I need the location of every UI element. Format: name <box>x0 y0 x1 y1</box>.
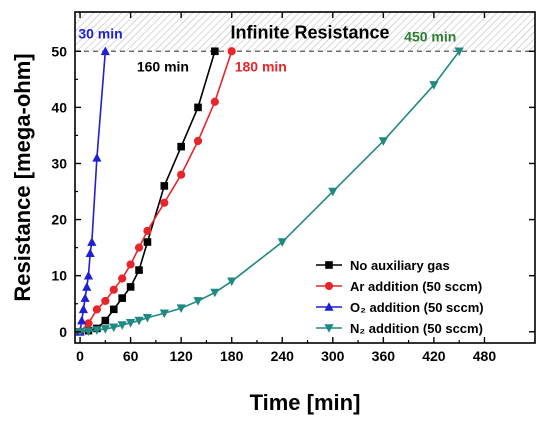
infinite-resistance-label: Infinite Resistance <box>230 23 389 43</box>
series-line <box>79 51 216 333</box>
data-point <box>109 305 118 314</box>
legend-marker <box>324 281 334 291</box>
data-point <box>126 283 135 291</box>
legend: No auxiliary gas Ar addition (50 sccm) O₂ … <box>316 258 484 336</box>
x-tick-label: 60 <box>123 348 139 364</box>
y-tick-label: 40 <box>51 99 67 115</box>
data-point <box>82 282 92 291</box>
series-layer <box>75 46 464 337</box>
legend-label: No auxiliary gas <box>350 258 450 273</box>
data-point <box>85 248 95 258</box>
legend-label: N₂ addition (50 sccm) <box>350 321 483 336</box>
data-point <box>454 47 464 57</box>
data-point <box>143 226 152 235</box>
data-point <box>126 260 135 269</box>
x-tick-label: 300 <box>321 348 345 364</box>
data-point <box>80 293 90 302</box>
data-point <box>92 153 102 162</box>
data-point <box>328 187 338 197</box>
data-point <box>210 97 219 106</box>
data-point <box>109 323 119 333</box>
data-point <box>210 288 220 298</box>
data-point <box>227 47 236 56</box>
data-point <box>277 238 287 247</box>
annotation-label: 180 min <box>235 58 287 74</box>
legend-item: N₂ addition (50 sccm) <box>316 321 483 336</box>
data-point <box>160 198 169 207</box>
data-point <box>135 266 143 274</box>
data-point <box>83 270 94 280</box>
x-tick-label: 180 <box>220 348 244 364</box>
y-tick-label: 20 <box>51 212 67 228</box>
y-tick-label: 50 <box>51 43 67 59</box>
x-tick-label: 480 <box>473 348 497 364</box>
data-point <box>100 46 110 56</box>
series-2 <box>75 46 110 336</box>
data-point <box>143 238 152 246</box>
series-1 <box>75 47 236 336</box>
data-point <box>227 277 237 287</box>
data-point <box>211 47 219 56</box>
x-tick-label: 120 <box>169 348 193 364</box>
data-point <box>176 304 186 314</box>
data-point <box>160 182 169 190</box>
data-point <box>193 136 203 146</box>
x-axis-title: Time [min] <box>250 390 361 415</box>
data-point <box>134 316 144 326</box>
legend-item: Ar addition (50 sccm) <box>316 279 482 294</box>
data-point <box>194 103 202 112</box>
series-3 <box>75 47 464 337</box>
data-point <box>101 296 110 306</box>
x-tick-label: 240 <box>271 348 295 364</box>
data-point <box>77 315 87 325</box>
legend-label: Ar addition (50 sccm) <box>350 279 482 294</box>
data-point <box>92 326 102 335</box>
legend-label: O₂ addition (50 sccm) <box>350 300 484 315</box>
data-point <box>193 297 203 306</box>
data-point <box>126 319 136 328</box>
data-point <box>134 243 144 252</box>
y-tick-label: 10 <box>51 268 67 284</box>
data-point <box>378 137 388 146</box>
y-tick-label: 0 <box>59 324 67 340</box>
y-tick-label: 30 <box>51 155 67 171</box>
legend-marker <box>325 261 333 269</box>
data-point <box>429 81 439 90</box>
series-0 <box>76 47 219 336</box>
data-point <box>118 294 126 302</box>
data-point <box>118 274 127 283</box>
legend-marker <box>324 324 334 333</box>
annotations-layer: 30 min 160 min 180 min 450 min <box>78 25 456 74</box>
data-point <box>109 285 118 294</box>
y-axis-title: Resistance [mega-ohm] <box>10 53 35 301</box>
data-point <box>84 319 93 328</box>
legend-item: O₂ addition (50 sccm) <box>316 300 484 315</box>
legend-item: No auxiliary gas <box>316 258 450 273</box>
hatched-region <box>75 12 535 52</box>
x-tick-label: 0 <box>76 348 84 364</box>
data-point <box>142 313 153 323</box>
data-point <box>159 309 169 319</box>
data-point <box>78 304 89 314</box>
data-point <box>100 325 110 334</box>
data-point <box>92 305 102 314</box>
annotation-label: 30 min <box>78 25 122 41</box>
infinite-resistance-zone: Infinite Resistance <box>75 12 535 52</box>
data-point <box>177 170 186 179</box>
annotation-label: 450 min <box>404 28 456 44</box>
data-point <box>83 327 94 337</box>
plot-frame <box>74 11 536 344</box>
data-point <box>87 237 97 246</box>
annotation-label: 160 min <box>137 58 189 74</box>
x-tick-label: 360 <box>372 348 396 364</box>
data-point <box>177 142 185 151</box>
data-point <box>117 321 127 330</box>
series-line <box>79 51 107 332</box>
data-point <box>101 316 110 325</box>
x-tick-label: 420 <box>422 348 446 364</box>
legend-marker <box>324 302 334 311</box>
axes-layer: 0 60 120 180 240 300 360 420 480 0 10 20 30 40 50 Time … <box>10 11 536 415</box>
